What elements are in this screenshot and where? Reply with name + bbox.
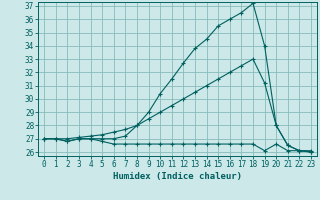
X-axis label: Humidex (Indice chaleur): Humidex (Indice chaleur) xyxy=(113,172,242,181)
